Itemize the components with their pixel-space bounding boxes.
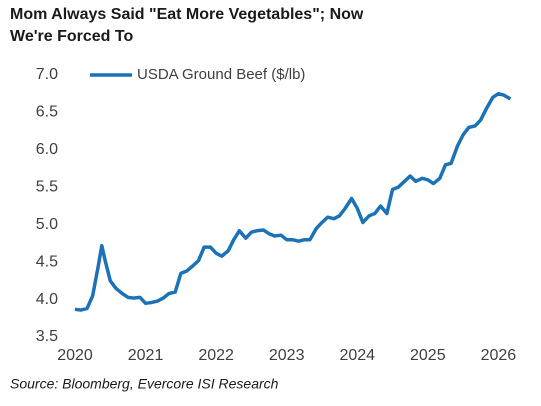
x-tick-label: 2022 xyxy=(198,347,234,364)
x-tick-label: 2023 xyxy=(269,347,305,364)
source-note: Source: Bloomberg, Evercore ISI Research xyxy=(10,376,279,392)
legend-label: USDA Ground Beef ($/lb) xyxy=(137,66,305,83)
y-tick-label: 7.0 xyxy=(36,66,58,83)
y-tick-label: 4.0 xyxy=(36,291,58,308)
x-tick-label: 2021 xyxy=(128,347,164,364)
y-tick-label: 4.5 xyxy=(36,253,58,270)
x-tick-label: 2024 xyxy=(339,347,375,364)
y-tick-label: 6.5 xyxy=(36,104,58,121)
y-tick-label: 3.5 xyxy=(36,328,58,345)
x-tick-label: 2025 xyxy=(410,347,446,364)
x-tick-label: 2026 xyxy=(481,347,517,364)
x-tick-label: 2020 xyxy=(57,347,93,364)
y-tick-label: 5.5 xyxy=(36,179,58,196)
y-tick-label: 6.0 xyxy=(36,141,58,158)
data-line xyxy=(74,91,512,312)
y-tick-label: 5.0 xyxy=(36,216,58,233)
chart-title: Mom Always Said "Eat More Vegetables"; N… xyxy=(10,6,364,23)
chart-title: We're Forced To xyxy=(10,28,133,45)
